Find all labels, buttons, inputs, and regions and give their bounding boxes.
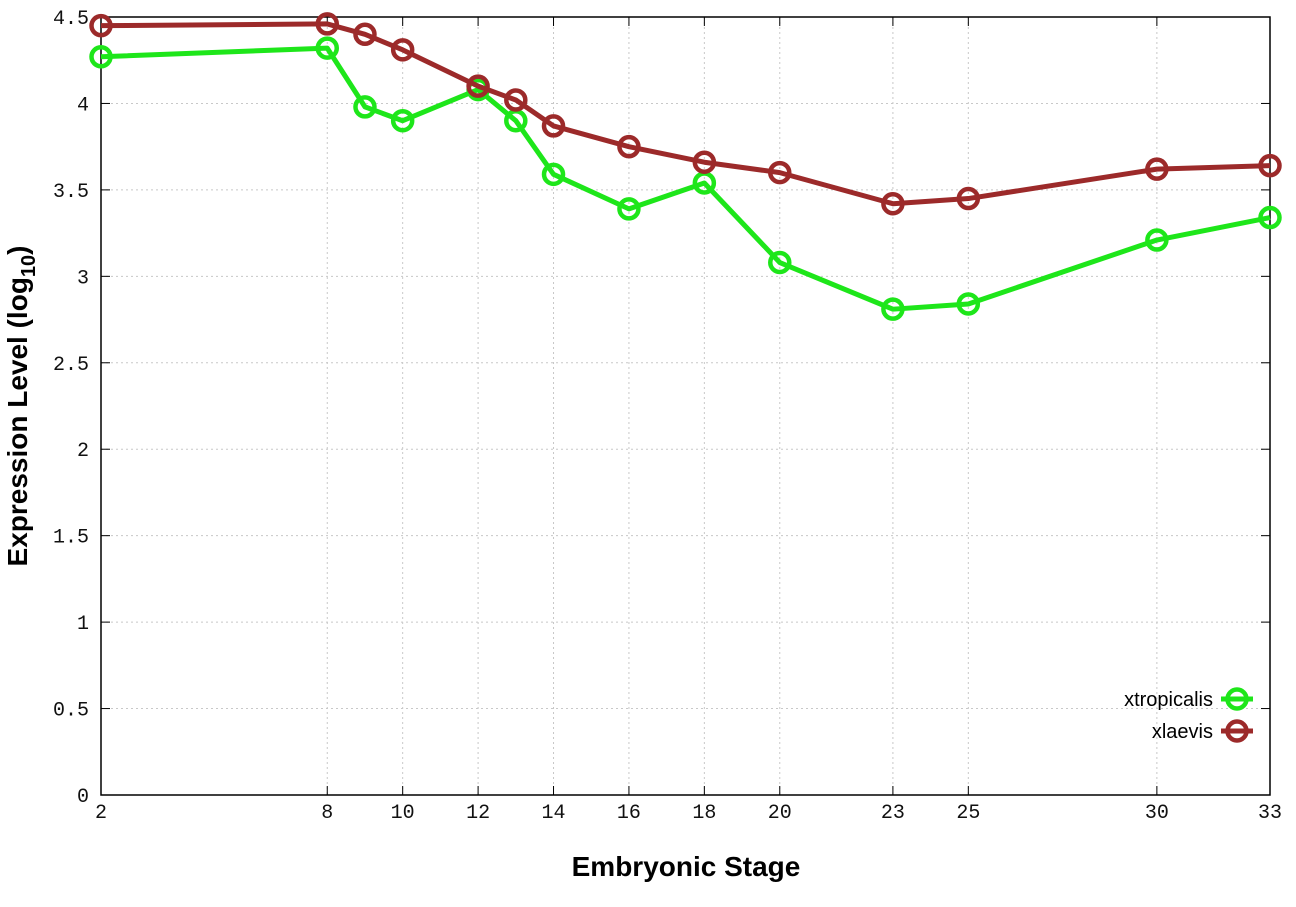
y-tick-label: 3 — [77, 267, 89, 290]
x-tick-label: 14 — [542, 802, 566, 825]
data-point-xtropicalis — [1145, 228, 1169, 252]
data-point-xlaevis — [768, 160, 792, 185]
data-point-xlaevis — [617, 134, 641, 159]
y-tick-label: 0.5 — [53, 700, 89, 723]
x-tick-label: 10 — [391, 802, 415, 825]
data-point-xlaevis — [390, 38, 415, 62]
x-tick-label: 12 — [466, 802, 490, 825]
y-axis-label-subscript: 10 — [18, 255, 40, 277]
x-tick-label: 25 — [956, 802, 980, 825]
legend-label-xlaevis: xlaevis — [1152, 721, 1213, 743]
data-point-xtropicalis — [881, 297, 905, 321]
series-line-xtropicalis — [100, 45, 1271, 312]
y-tick-label: 0 — [77, 786, 89, 809]
y-tick-label: 1.5 — [53, 527, 89, 550]
y-tick-label: 4 — [77, 94, 89, 117]
data-point-xlaevis — [541, 114, 566, 138]
x-tick-label: 18 — [692, 802, 716, 825]
data-point-xlaevis — [1145, 157, 1169, 181]
x-axis: 2 8 10 12 14 16 18 20 23 25 30 33 — [95, 17, 1282, 825]
data-point-xtropicalis — [956, 292, 981, 316]
data-point-xlaevis — [881, 191, 905, 216]
data-point-xtropicalis — [353, 95, 377, 119]
y-tick-label: 4.5 — [53, 8, 89, 31]
x-tick-label: 8 — [321, 802, 333, 825]
series-group — [89, 12, 1282, 321]
y-axis-label-end: ) — [2, 246, 33, 255]
data-point-xtropicalis — [768, 250, 792, 275]
x-tick-label: 2 — [95, 802, 107, 825]
data-point-xlaevis — [504, 88, 528, 112]
data-point-xtropicalis — [541, 162, 566, 187]
legend: xtropicalis xlaevis — [1124, 687, 1253, 743]
series-xlaevis — [89, 12, 1282, 216]
y-tick-label: 3.5 — [53, 181, 89, 204]
y-tick-label: 1 — [77, 613, 89, 636]
data-point-xlaevis — [692, 150, 717, 174]
data-point-xtropicalis — [89, 45, 113, 69]
y-axis-label: Expression Level (log10) — [2, 246, 40, 567]
y-axis: 0 0.5 1 1.5 2 2.5 3 3.5 4 4.5 — [53, 8, 1270, 809]
data-point-xlaevis — [315, 12, 340, 36]
data-point-xtropicalis — [315, 36, 340, 60]
x-tick-label: 16 — [617, 802, 641, 825]
data-point-xtropicalis — [1258, 205, 1282, 230]
plot-frame — [100, 16, 1271, 796]
x-tick-label: 33 — [1258, 802, 1282, 825]
data-point-xlaevis — [89, 13, 113, 38]
x-tick-label: 23 — [881, 802, 905, 825]
data-point-xlaevis — [353, 22, 377, 47]
legend-marker-xtropicalis — [1225, 687, 1249, 711]
legend-marker-xlaevis — [1225, 719, 1249, 743]
x-axis-label: Embryonic Stage — [572, 851, 801, 882]
y-axis-label-main: Expression Level (log — [2, 277, 33, 566]
data-point-xtropicalis — [390, 108, 415, 133]
x-tick-label: 30 — [1145, 802, 1169, 825]
x-tick-label: 20 — [768, 802, 792, 825]
data-point-xlaevis — [956, 186, 981, 211]
data-point-xlaevis — [1258, 153, 1282, 178]
data-point-xlaevis — [466, 74, 490, 98]
series-line-xlaevis — [100, 21, 1271, 207]
y-tick-label: 2.5 — [53, 354, 89, 377]
grid — [101, 17, 1270, 795]
legend-label-xtropicalis: xtropicalis — [1124, 689, 1213, 711]
data-point-xtropicalis — [617, 197, 641, 221]
y-tick-label: 2 — [77, 440, 89, 463]
